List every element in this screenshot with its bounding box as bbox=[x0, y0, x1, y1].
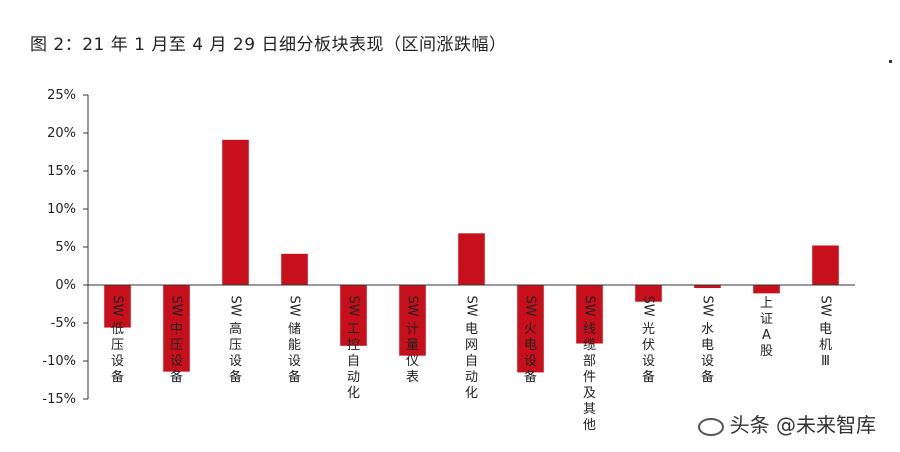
category-label: SW bbox=[110, 295, 125, 316]
category-label: 工 bbox=[347, 322, 360, 337]
category-label: 备 bbox=[288, 369, 301, 385]
category-label: 设 bbox=[229, 354, 242, 369]
category-label: SW bbox=[641, 295, 656, 316]
bar bbox=[399, 285, 426, 356]
bar bbox=[281, 253, 308, 285]
category-label: 电 bbox=[465, 322, 478, 337]
category-label: 设 bbox=[524, 354, 537, 369]
category-label: 高 bbox=[229, 321, 242, 337]
category-label: 化 bbox=[465, 386, 478, 401]
category-label: A bbox=[762, 328, 771, 343]
category-label: 设 bbox=[111, 354, 124, 369]
y-tick-label: -15% bbox=[42, 392, 76, 407]
category-label: SW bbox=[287, 295, 302, 316]
category-label: SW bbox=[523, 295, 538, 316]
category-label: 设 bbox=[288, 354, 301, 369]
category-label: 及 bbox=[583, 386, 596, 401]
category-label: 能 bbox=[288, 338, 301, 353]
category-label: 备 bbox=[524, 369, 537, 385]
bar bbox=[104, 285, 131, 328]
category-label: 上 bbox=[760, 296, 773, 311]
bar bbox=[458, 233, 485, 285]
category-label: 计 bbox=[406, 322, 419, 337]
category-label: 动 bbox=[347, 370, 360, 385]
category-label: 中 bbox=[170, 322, 183, 337]
category-label: 股 bbox=[760, 344, 773, 359]
category-label: SW bbox=[169, 295, 184, 316]
category-label: 设 bbox=[170, 354, 183, 369]
category-label: 件 bbox=[583, 370, 596, 385]
category-label: 量 bbox=[406, 338, 419, 353]
edge-mark bbox=[889, 60, 892, 63]
category-label: 机 bbox=[819, 338, 832, 353]
category-label: 线 bbox=[583, 322, 596, 337]
category-label: 部 bbox=[583, 354, 596, 369]
category-label: 火 bbox=[524, 322, 537, 337]
y-tick-label: 10% bbox=[47, 202, 76, 217]
bar bbox=[753, 285, 780, 294]
category-label: 备 bbox=[170, 369, 183, 385]
category-label: 水 bbox=[701, 322, 714, 337]
y-tick-label: 15% bbox=[47, 164, 76, 179]
category-label: 化 bbox=[347, 386, 360, 401]
category-label: 表 bbox=[406, 370, 419, 385]
bar bbox=[340, 285, 367, 346]
category-label: 备 bbox=[111, 369, 124, 385]
category-label: 仪 bbox=[406, 354, 419, 369]
category-label: 自 bbox=[347, 354, 360, 369]
y-tick-label: -5% bbox=[51, 316, 76, 331]
category-label: 压 bbox=[111, 338, 124, 353]
y-tick-label: -10% bbox=[42, 354, 76, 369]
watermark-icon bbox=[697, 417, 724, 436]
watermark-text: 头条 @未来智库 bbox=[729, 413, 876, 437]
bar bbox=[163, 285, 190, 372]
category-label: 电 bbox=[819, 322, 832, 337]
category-label: 备 bbox=[701, 369, 714, 385]
category-label: 压 bbox=[170, 338, 183, 353]
category-label: 缆 bbox=[583, 337, 596, 353]
category-label: 压 bbox=[229, 338, 242, 353]
category-label: 备 bbox=[642, 369, 655, 385]
bar bbox=[812, 245, 839, 285]
category-label: 备 bbox=[229, 369, 242, 385]
category-label: 其 bbox=[583, 402, 596, 417]
chart-title: 图 2：21 年 1 月至 4 月 29 日细分板块表现（区间涨跌幅） bbox=[30, 35, 507, 55]
bar bbox=[222, 139, 249, 285]
category-label: 储 bbox=[288, 322, 301, 337]
category-label: SW bbox=[346, 295, 361, 316]
category-label: 自 bbox=[465, 354, 478, 369]
category-label: SW bbox=[700, 295, 715, 316]
category-label: 电 bbox=[701, 338, 714, 353]
category-label: 证 bbox=[760, 312, 773, 327]
bar bbox=[635, 285, 662, 302]
category-label: 控 bbox=[347, 338, 360, 353]
bar bbox=[517, 285, 544, 373]
y-tick-label: 5% bbox=[55, 240, 76, 255]
category-label: 动 bbox=[465, 370, 478, 385]
bar bbox=[576, 285, 603, 344]
category-label: SW bbox=[228, 295, 243, 316]
category-label: 网 bbox=[465, 338, 478, 353]
category-label: SW bbox=[582, 295, 597, 316]
category-label: SW bbox=[405, 295, 420, 316]
category-label: 设 bbox=[701, 354, 714, 369]
category-label: 伏 bbox=[642, 338, 655, 353]
y-tick-label: 25% bbox=[47, 88, 76, 103]
category-label: 设 bbox=[642, 354, 655, 369]
category-label: Ⅲ bbox=[821, 354, 830, 369]
category-label: SW bbox=[464, 295, 479, 316]
category-label: 电 bbox=[524, 338, 537, 353]
category-label: 他 bbox=[583, 418, 596, 433]
category-label: 光 bbox=[642, 322, 655, 337]
y-tick-label: 20% bbox=[47, 126, 76, 141]
category-label: 低 bbox=[111, 322, 124, 337]
y-tick-label: 0% bbox=[55, 278, 76, 293]
watermark: 头条 @未来智库 bbox=[697, 409, 876, 438]
category-label: SW bbox=[818, 295, 833, 316]
bar bbox=[694, 285, 721, 289]
